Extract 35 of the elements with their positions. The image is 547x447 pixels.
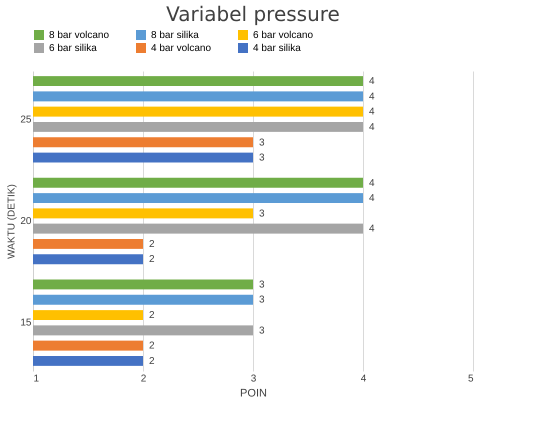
data-label: 2 [149, 310, 155, 322]
data-label: 4 [369, 193, 375, 204]
x-tick-label: 4 [360, 374, 367, 384]
x-tick-label: 1 [34, 374, 40, 384]
data-label: 2 [149, 340, 155, 352]
x-tick-label: 3 [250, 374, 257, 384]
data-label: 2 [149, 254, 155, 266]
data-label: 3 [259, 208, 265, 220]
legend-label: 6 bar silika [49, 43, 98, 54]
data-label: 4 [369, 178, 375, 189]
x-axis-title: POIN [240, 388, 267, 400]
legend-label: 8 bar volcano [49, 30, 110, 41]
data-label: 3 [259, 137, 265, 148]
legend-label: 4 bar silika [253, 43, 302, 54]
data-label: 4 [369, 224, 375, 235]
legend-label: 4 bar volcano [151, 43, 212, 54]
data-label: 4 [369, 76, 375, 88]
x-tick-label: 2 [140, 374, 147, 384]
data-label: 3 [259, 152, 265, 164]
data-label: 4 [369, 91, 375, 102]
y-tick-label: 25 [20, 114, 32, 126]
data-label: 2 [149, 356, 155, 367]
legend-label: 6 bar volcano [253, 30, 314, 41]
data-label: 4 [369, 106, 375, 118]
y-tick-label: 20 [20, 216, 32, 227]
chart-title: Variabel pressure [166, 2, 340, 26]
x-tick-label: 5 [468, 374, 474, 384]
y-axis-title: WAKTU (DETIK) [6, 184, 18, 259]
data-label: 3 [259, 325, 265, 336]
legend-label: 8 bar silika [151, 30, 200, 41]
y-tick-label: 15 [20, 318, 32, 329]
data-label: 4 [369, 122, 375, 133]
data-label: 3 [259, 279, 265, 290]
data-label: 3 [259, 294, 265, 306]
data-label: 2 [149, 238, 155, 250]
